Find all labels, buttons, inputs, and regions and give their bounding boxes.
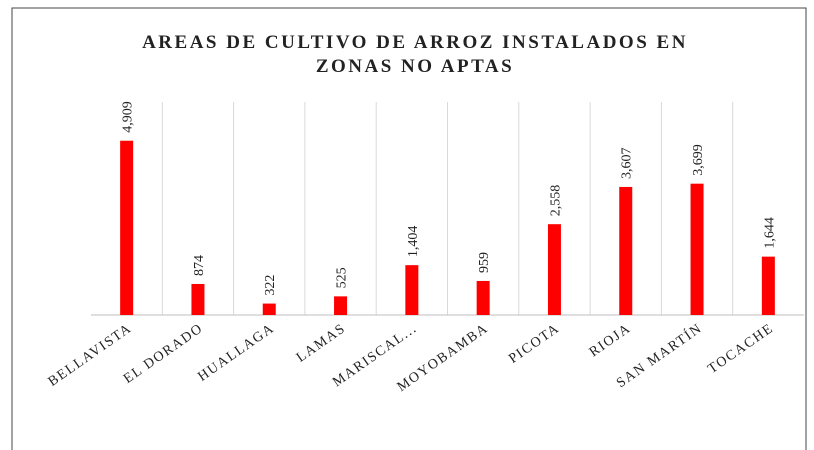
- bar: [761, 256, 775, 315]
- value-label: 4,909: [121, 101, 136, 133]
- x-tick-label: EL DORADO: [121, 321, 206, 387]
- x-tick-label: BELLAVISTA: [46, 321, 135, 390]
- bar: [262, 303, 276, 315]
- x-tick-label: TOCACHE: [705, 321, 776, 377]
- value-label: 3,607: [620, 147, 635, 179]
- bar: [405, 265, 419, 315]
- x-tick-label: LAMAS: [294, 321, 349, 366]
- value-label: 1,404: [406, 226, 421, 258]
- value-label: 2,558: [548, 185, 563, 217]
- bar: [191, 283, 205, 315]
- value-label: 322: [263, 275, 278, 296]
- bar: [547, 224, 561, 315]
- x-tick-label: PICOTA: [506, 321, 562, 367]
- value-label: 874: [192, 255, 207, 276]
- bar: [334, 296, 348, 315]
- chart-title: ZONAS NO APTAS: [316, 56, 514, 77]
- bar: [619, 186, 633, 315]
- value-label: 1,644: [762, 217, 777, 249]
- bar: [690, 183, 704, 315]
- x-tick-label: HUALLAGA: [195, 321, 277, 385]
- value-label: 959: [477, 252, 492, 273]
- value-label: 525: [335, 267, 350, 288]
- chart-title: AREAS DE CULTIVO DE ARROZ INSTALADOS EN: [142, 32, 688, 53]
- x-tick-label: RIOJA: [587, 321, 634, 360]
- bar: [476, 280, 490, 315]
- value-label: 3,699: [691, 144, 706, 176]
- bar: [120, 140, 134, 315]
- chart-frame: [11, 7, 807, 450]
